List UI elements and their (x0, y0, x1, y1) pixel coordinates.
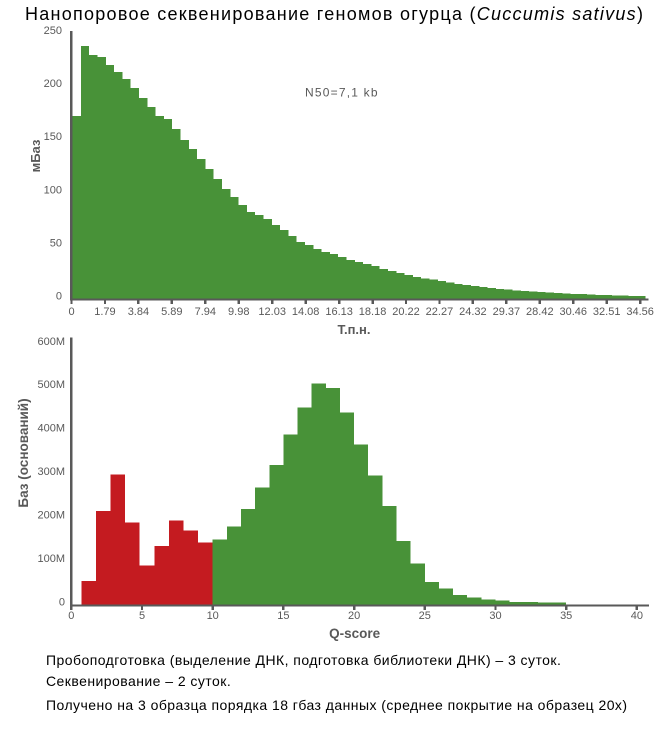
svg-text:34.56: 34.56 (626, 306, 654, 318)
svg-text:600M: 600M (37, 336, 65, 348)
svg-text:5.89: 5.89 (161, 306, 182, 318)
svg-text:N50=7,1 kb: N50=7,1 kb (305, 86, 379, 100)
svg-text:16.13: 16.13 (325, 306, 353, 318)
svg-text:12.03: 12.03 (258, 306, 286, 318)
svg-text:20: 20 (348, 610, 360, 622)
svg-text:200M: 200M (37, 509, 65, 521)
svg-text:28.42: 28.42 (526, 306, 554, 318)
svg-text:0: 0 (68, 306, 74, 318)
svg-text:32.51: 32.51 (593, 306, 621, 318)
svg-text:1.79: 1.79 (94, 306, 115, 318)
svg-text:150: 150 (44, 131, 62, 143)
svg-text:15: 15 (277, 610, 289, 622)
svg-text:30: 30 (489, 610, 501, 622)
svg-text:500M: 500M (37, 379, 65, 391)
svg-text:20.22: 20.22 (392, 306, 420, 318)
svg-text:0: 0 (56, 291, 62, 303)
svg-text:40: 40 (631, 610, 643, 622)
svg-text:400M: 400M (37, 423, 65, 435)
svg-text:10: 10 (207, 610, 219, 622)
svg-text:3.84: 3.84 (128, 306, 149, 318)
svg-text:Q-score: Q-score (329, 626, 381, 641)
svg-text:0: 0 (59, 596, 65, 608)
svg-text:5: 5 (139, 610, 145, 622)
svg-text:7.94: 7.94 (195, 306, 216, 318)
svg-text:25: 25 (419, 610, 431, 622)
svg-text:9.98: 9.98 (228, 306, 249, 318)
svg-text:Т.п.н.: Т.п.н. (337, 322, 370, 337)
svg-text:мБаз: мБаз (28, 139, 43, 172)
svg-text:50: 50 (50, 237, 62, 249)
svg-text:300M: 300M (37, 466, 65, 478)
svg-text:100: 100 (44, 184, 62, 196)
svg-text:Баз (оснований): Баз (оснований) (16, 398, 31, 507)
svg-text:18.18: 18.18 (359, 306, 387, 318)
svg-text:22.27: 22.27 (426, 306, 454, 318)
svg-text:200: 200 (44, 78, 62, 90)
svg-text:0: 0 (68, 610, 74, 622)
svg-text:24.32: 24.32 (459, 306, 487, 318)
svg-text:30.46: 30.46 (559, 306, 587, 318)
svg-text:35: 35 (560, 610, 572, 622)
svg-text:29.37: 29.37 (493, 306, 521, 318)
svg-text:100M: 100M (37, 553, 65, 565)
svg-text:14.08: 14.08 (292, 306, 320, 318)
svg-text:250: 250 (44, 25, 62, 37)
